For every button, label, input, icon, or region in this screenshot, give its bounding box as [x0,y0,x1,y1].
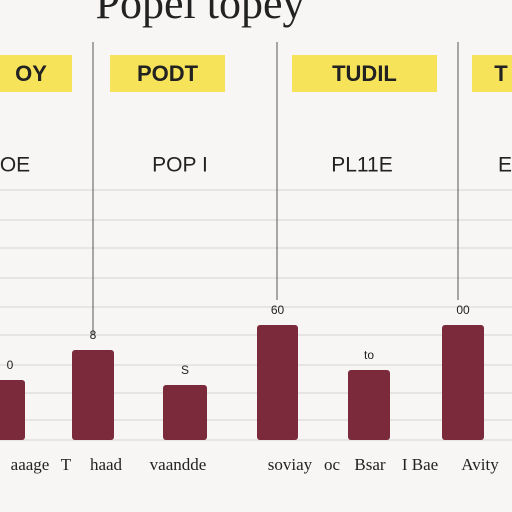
bar [163,385,207,440]
subheader: OE [0,154,30,177]
header-box [0,55,72,92]
annotation: 60 [271,303,285,317]
annotation: 0 [7,358,14,372]
column-header: PODT [137,61,199,86]
footer-label: T [61,455,72,474]
footer-label: I Bae [402,455,438,474]
footer-label: oc [324,455,341,474]
footer-label: haad [90,455,123,474]
column-header: OY [15,61,47,86]
grid [0,42,512,441]
footer-label: vaandde [150,455,207,474]
annotation: S [181,363,189,377]
bar [0,380,25,440]
subheader: POP I [152,154,208,177]
column-header: TUDIL [332,61,397,86]
chart-title: Popel topey [96,0,305,28]
annotation: 00 [456,303,470,317]
bar [348,370,390,440]
column-header: T [494,61,508,86]
bar [72,350,114,440]
annotation: 8 [90,328,97,342]
footer-label: Bsar [354,455,386,474]
bar [442,325,484,440]
footer-label: aaage [11,455,50,474]
annotation: to [364,348,374,362]
footer-label: soviay [268,455,313,474]
subheader: PL11E [331,154,393,177]
footer-label: Avity [461,455,499,474]
header-box [472,55,512,92]
bar [257,325,298,440]
header-box [292,55,437,92]
header-box [110,55,225,92]
subheader: E [498,154,512,177]
